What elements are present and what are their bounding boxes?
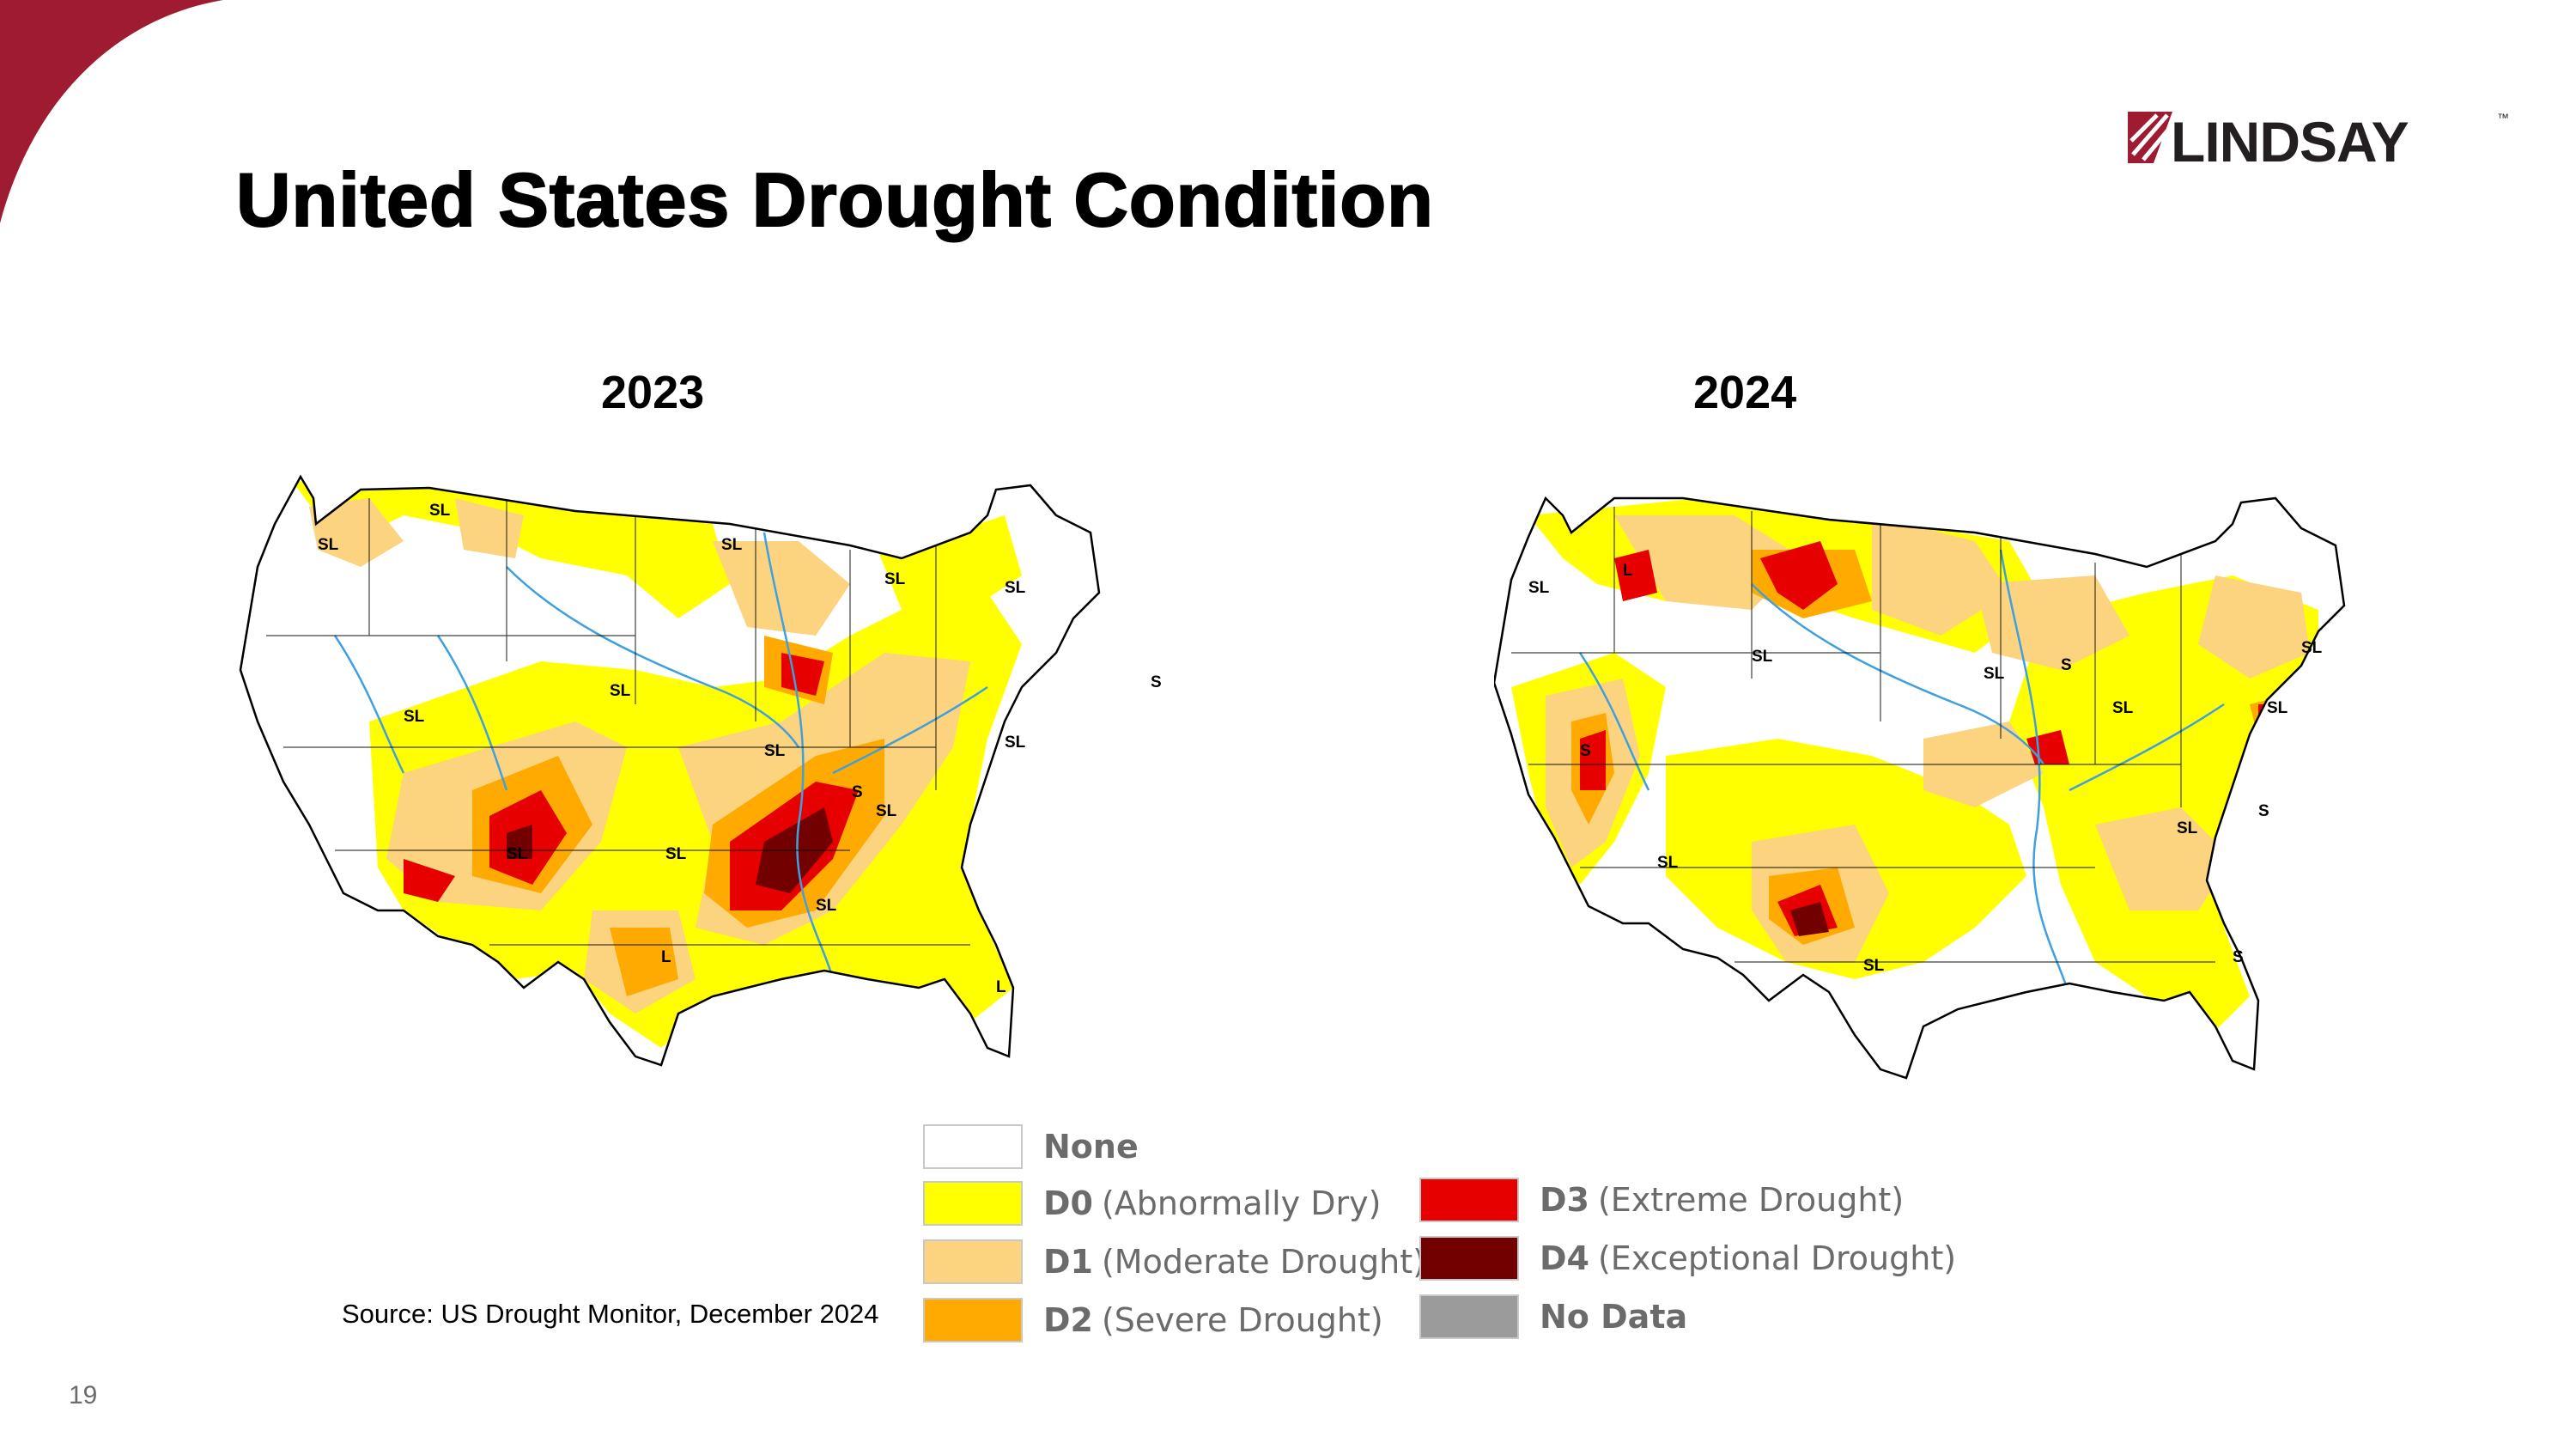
logo-wordmark: LINDSAY <box>2171 110 2409 172</box>
legend-code: D3 <box>1540 1181 1589 1219</box>
map-2023-label: SL <box>429 502 451 520</box>
map-year-2023: 2023 <box>601 367 705 418</box>
map-2023-label: SL <box>404 708 425 726</box>
logo-mark-icon <box>2128 112 2172 163</box>
legend-item-d4: D4 (Exceptional Drought) <box>1419 1233 1956 1284</box>
map-2023-label: SL <box>610 682 631 700</box>
map-2023-label: SL <box>507 845 528 863</box>
legend-swatch-no-data <box>1419 1294 1519 1339</box>
page-number: 19 <box>69 1381 98 1409</box>
map-2024-label: SL <box>2301 639 2323 657</box>
drought-map-2023: SL SL SL SL SL SL SL SL SL SL SL SL SL S… <box>239 475 1162 1067</box>
legend-code: D4 <box>1540 1239 1589 1277</box>
legend-desc: (Exceptional Drought) <box>1597 1239 1957 1277</box>
map-2024-label: S <box>2258 802 2269 820</box>
drought-legend: None D0 (Abnormally Dry) D1 (Moderate Dr… <box>923 1121 1956 1346</box>
map-2024-label: SL <box>1863 957 1885 975</box>
legend-code: None <box>1043 1128 1139 1166</box>
legend-swatch-d1 <box>923 1239 1023 1284</box>
map-2024-label: SL <box>2112 699 2134 717</box>
legend-desc: (Moderate Drought) <box>1101 1243 1425 1281</box>
legend-swatch-d0 <box>923 1181 1023 1226</box>
map-2023-label: SL <box>318 536 339 554</box>
map-2023-label: SL <box>665 845 687 863</box>
map-2024-label: SL <box>1528 579 1550 597</box>
legend-code: D1 <box>1043 1243 1093 1281</box>
slide-title: United States Drought Condition <box>235 156 1434 243</box>
map-2024-label: SL <box>1984 665 2005 683</box>
drought-map-2024: SL L SL SL SL SL SL SL SL SL S S S S <box>1494 496 2346 1080</box>
map-2024-label: SL <box>1657 854 1679 872</box>
legend-desc: (Extreme Drought) <box>1597 1181 1905 1219</box>
map-2024-label: SL <box>1752 648 1773 666</box>
map-2023-label: SL <box>876 802 897 820</box>
legend-swatch-d4 <box>1419 1236 1519 1281</box>
map-2023-label: S <box>1151 673 1162 691</box>
map-2023-label: SL <box>1005 579 1026 597</box>
map-2023-label: SL <box>764 742 786 760</box>
legend-item-d2: D2 (Severe Drought) <box>923 1294 1383 1346</box>
map-2023-label: SL <box>721 536 743 554</box>
map-2024-label: S <box>2233 948 2244 966</box>
map-2023-label: L <box>996 978 1006 996</box>
legend-item-d0: D0 (Abnormally Dry) <box>923 1178 1381 1229</box>
legend-swatch-d2 <box>923 1298 1023 1342</box>
legend-code: D2 <box>1043 1301 1093 1339</box>
source-note: Source: US Drought Monitor, December 202… <box>342 1299 879 1329</box>
map-2024-label: S <box>2061 656 2072 674</box>
map-2024-label: L <box>1623 562 1633 580</box>
legend-item-d3: D3 (Extreme Drought) <box>1419 1174 1904 1226</box>
map-2023-label: SL <box>1005 734 1026 752</box>
lindsay-logo: LINDSAY ™ <box>2128 110 2509 172</box>
map-2023-label: SL <box>816 897 837 915</box>
legend-swatch-d3 <box>1419 1178 1519 1222</box>
map-2024-label: SL <box>2177 819 2198 837</box>
map-year-2024: 2024 <box>1693 367 1797 418</box>
legend-desc: (Severe Drought) <box>1101 1301 1383 1339</box>
legend-desc: (Abnormally Dry) <box>1101 1184 1382 1222</box>
legend-code: D0 <box>1043 1184 1093 1222</box>
legend-swatch-none <box>923 1124 1023 1169</box>
map-2023-label: L <box>661 948 671 966</box>
accent-corner <box>0 0 223 223</box>
legend-item-d1: D1 (Moderate Drought) <box>923 1236 1425 1288</box>
map-2024-label: SL <box>2267 699 2288 717</box>
map-2024-label: S <box>1580 742 1591 760</box>
map-2023-label: SL <box>884 570 906 588</box>
map-2023-label: S <box>852 783 863 801</box>
legend-item-none: None <box>923 1121 1139 1172</box>
legend-item-no-data: No Data <box>1419 1291 1687 1342</box>
logo-trademark: ™ <box>2497 111 2509 125</box>
legend-code: No Data <box>1540 1298 1688 1336</box>
